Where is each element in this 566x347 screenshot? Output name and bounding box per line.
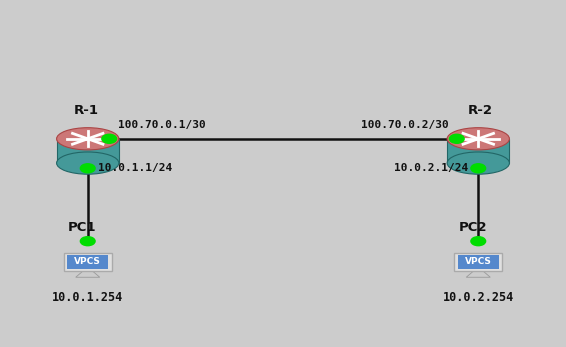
FancyBboxPatch shape bbox=[67, 255, 109, 269]
Circle shape bbox=[449, 134, 464, 143]
Text: 100.70.0.1/30: 100.70.0.1/30 bbox=[118, 120, 205, 130]
Text: VPCS: VPCS bbox=[465, 257, 492, 266]
FancyBboxPatch shape bbox=[454, 253, 503, 271]
Text: R-1: R-1 bbox=[74, 104, 98, 117]
Text: VPCS: VPCS bbox=[74, 257, 101, 266]
Ellipse shape bbox=[57, 152, 119, 174]
Text: 10.0.1.254: 10.0.1.254 bbox=[52, 291, 123, 304]
Text: 100.70.0.2/30: 100.70.0.2/30 bbox=[361, 120, 448, 130]
Ellipse shape bbox=[447, 128, 509, 150]
Text: 10.0.1.1/24: 10.0.1.1/24 bbox=[98, 163, 172, 173]
Ellipse shape bbox=[57, 128, 119, 150]
FancyBboxPatch shape bbox=[63, 253, 112, 271]
Polygon shape bbox=[466, 271, 490, 277]
Polygon shape bbox=[447, 139, 509, 163]
Circle shape bbox=[102, 134, 117, 143]
Circle shape bbox=[80, 164, 95, 173]
Text: 10.0.2.254: 10.0.2.254 bbox=[443, 291, 514, 304]
Text: R-2: R-2 bbox=[468, 104, 492, 117]
Circle shape bbox=[471, 237, 486, 246]
Polygon shape bbox=[76, 271, 100, 277]
Polygon shape bbox=[57, 139, 119, 163]
Text: 10.0.2.1/24: 10.0.2.1/24 bbox=[394, 163, 468, 173]
Text: PC1: PC1 bbox=[68, 221, 96, 234]
Ellipse shape bbox=[447, 152, 509, 174]
Circle shape bbox=[471, 164, 486, 173]
Text: PC2: PC2 bbox=[458, 221, 487, 234]
FancyBboxPatch shape bbox=[457, 255, 499, 269]
Circle shape bbox=[80, 237, 95, 246]
